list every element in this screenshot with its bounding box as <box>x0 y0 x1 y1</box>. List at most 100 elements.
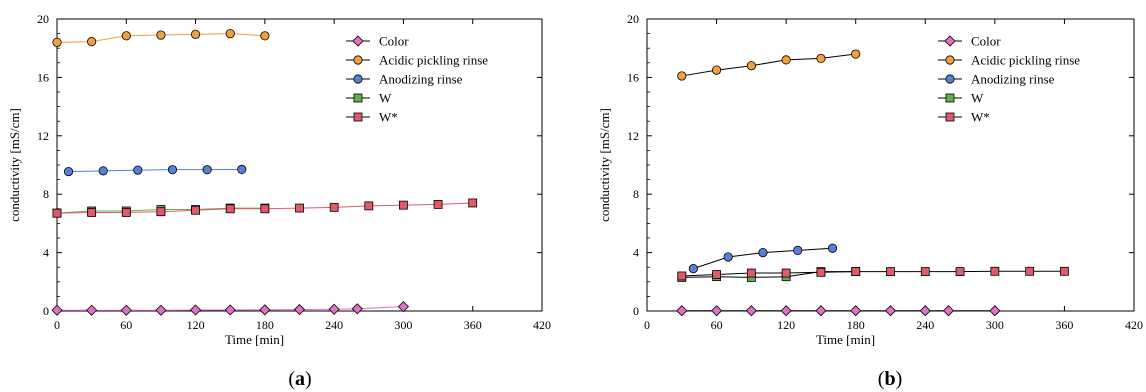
y-tick-label: 4 <box>43 246 49 260</box>
x-tick-label: 420 <box>1125 318 1143 332</box>
data-point <box>190 29 201 39</box>
data-point <box>781 55 791 65</box>
legend-marker <box>945 55 955 65</box>
data-point <box>919 305 931 317</box>
data-point <box>920 267 930 276</box>
y-tick-label: 16 <box>627 70 639 84</box>
x-tick-label: 180 <box>847 318 865 332</box>
data-point <box>711 65 722 75</box>
data-point <box>816 53 826 64</box>
data-point <box>121 208 131 217</box>
data-point <box>87 37 97 47</box>
data-point <box>52 37 62 47</box>
data-point <box>468 198 478 208</box>
data-point <box>225 204 235 214</box>
legend-marker <box>352 35 364 47</box>
y-tick-label: 8 <box>633 187 639 201</box>
data-point <box>745 305 757 317</box>
series-line <box>68 168 242 173</box>
data-point <box>677 271 687 281</box>
legend: Color Acidic pickling rinse Anodizing rins… <box>938 34 1080 125</box>
series-acidic-pickling-rinse <box>677 49 861 81</box>
series-color <box>676 305 1001 317</box>
x-axis-label: Time [min] <box>225 332 284 347</box>
y-tick-label: 20 <box>627 12 639 26</box>
y-tick-label: 12 <box>627 129 639 143</box>
data-point <box>260 204 270 214</box>
chart-panel-a: 0 60 120 180 240 300 360 420 0 4 8 12 16 20 Time [min]… <box>7 12 551 390</box>
data-point <box>942 305 955 317</box>
data-point <box>156 207 166 217</box>
legend-marker <box>353 74 363 84</box>
data-point <box>51 304 63 316</box>
x-tick-label: 120 <box>777 318 795 332</box>
data-point <box>827 243 838 253</box>
data-point <box>98 166 108 176</box>
legend-label: Acidic pickling rinse <box>379 53 488 68</box>
data-point <box>202 165 212 175</box>
data-point <box>155 304 167 316</box>
series-acidic-pickling-rinse <box>52 28 270 47</box>
legend-label: Acidic pickling rinse <box>971 53 1080 68</box>
legend-marker <box>353 112 363 122</box>
data-point <box>121 31 131 41</box>
legend-label: W* <box>971 110 990 125</box>
data-point <box>87 208 97 217</box>
data-point <box>295 203 304 213</box>
y-tick-label: 4 <box>633 246 639 260</box>
data-point <box>133 165 143 175</box>
y-tick-label: 0 <box>43 304 49 318</box>
x-tick-label: 180 <box>256 318 274 332</box>
x-tick-label: 60 <box>711 318 723 332</box>
x-tick-label: 0 <box>54 318 60 332</box>
x-tick-label: 120 <box>187 318 205 332</box>
panel-label: (b) <box>878 368 902 390</box>
data-point <box>433 200 443 209</box>
x-tick-label: 300 <box>986 318 1004 332</box>
data-point <box>677 71 687 81</box>
data-point <box>780 305 792 317</box>
data-point <box>781 268 791 278</box>
data-point <box>156 30 166 40</box>
data-point <box>723 252 733 262</box>
legend-marker <box>945 93 955 103</box>
y-tick-label: 0 <box>633 304 639 318</box>
x-tick-label: 240 <box>916 318 934 332</box>
data-point <box>712 270 721 279</box>
data-point <box>711 305 723 317</box>
legend-label: Anodizing rinse <box>379 72 463 87</box>
x-tick-label: 360 <box>1055 318 1073 332</box>
series-line <box>681 271 856 278</box>
legend-label: Color <box>971 34 1001 49</box>
data-point <box>52 208 62 218</box>
data-point <box>676 305 688 317</box>
y-axis-label: conductivity [mS/cm] <box>597 108 612 222</box>
data-point <box>886 267 895 276</box>
data-point <box>688 264 698 274</box>
data-point <box>758 248 768 258</box>
x-tick-label: 240 <box>325 318 343 332</box>
legend-label: W <box>971 91 984 106</box>
data-point <box>260 31 270 41</box>
data-point <box>167 165 178 175</box>
series-anodizing-rinse <box>63 164 247 177</box>
data-point <box>746 268 756 278</box>
data-point <box>793 245 803 256</box>
data-point <box>293 303 306 316</box>
data-point <box>815 305 827 317</box>
legend-label: W <box>379 91 392 106</box>
data-point <box>851 267 861 276</box>
x-axis-label: Time [min] <box>816 332 875 347</box>
panel-label: (a) <box>288 368 311 390</box>
data-point <box>989 305 1001 317</box>
series-color <box>51 301 409 316</box>
legend-marker <box>353 93 363 103</box>
legend-marker <box>945 74 955 84</box>
data-point <box>190 304 202 316</box>
data-point <box>399 200 408 210</box>
data-point <box>1060 266 1069 276</box>
series-line <box>681 270 1065 277</box>
data-point <box>851 49 861 59</box>
data-point <box>224 304 236 316</box>
